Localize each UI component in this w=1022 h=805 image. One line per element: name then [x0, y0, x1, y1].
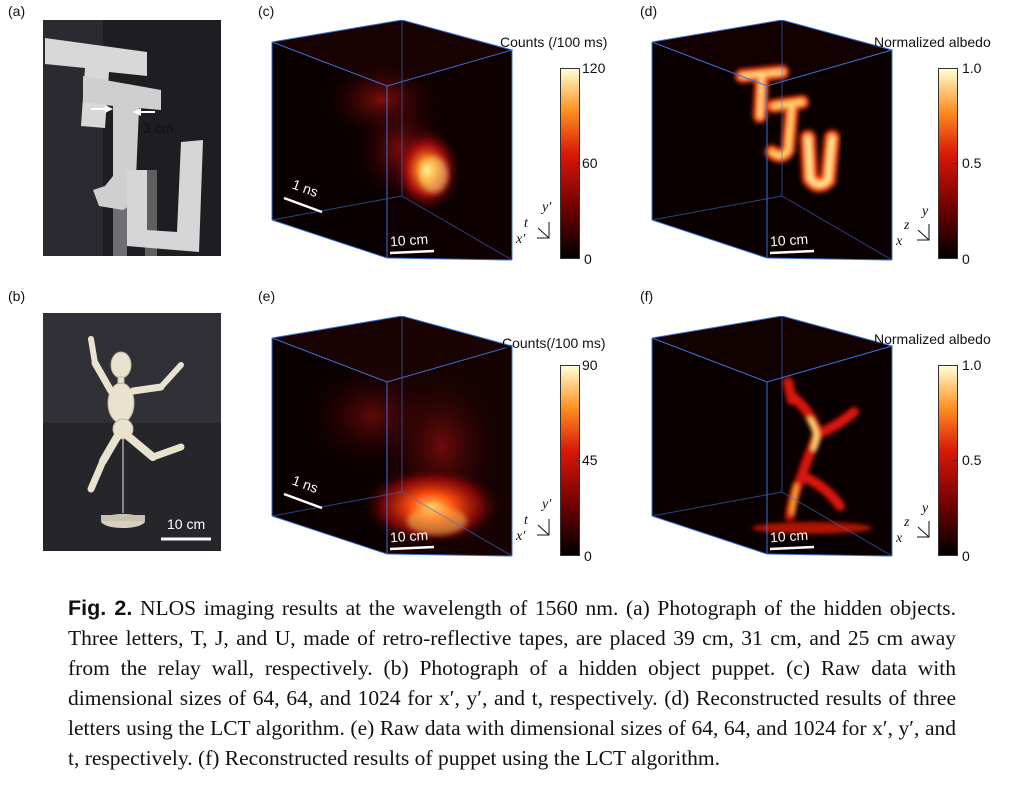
scale-label-b: 10 cm	[167, 516, 206, 532]
photo-puppet: 10 cm	[43, 313, 221, 551]
panel-label-f: (f)	[640, 288, 654, 304]
colorbar-d-max: 1.0	[962, 60, 982, 76]
space-scale-f: 10 cm	[769, 526, 809, 546]
colorbar-c-min: 0	[584, 251, 592, 267]
colorbar-f-max: 1.0	[962, 357, 982, 373]
cube-raw-puppet: 1 ns 10 cm	[262, 316, 562, 566]
colorbar-d-min: 0	[962, 251, 970, 267]
cube-reconstructed-letters: 10 cm	[642, 20, 932, 270]
colorbar-e-min: 0	[584, 548, 592, 564]
colorbar-title-d: Normalized albedo	[874, 34, 991, 50]
axis-triad-f: y z x	[896, 501, 930, 546]
colorbar-title-e: Counts(/100 ms)	[502, 335, 606, 351]
panel-label-e: (e)	[258, 288, 276, 304]
colorbar-d-mid: 0.5	[962, 155, 982, 171]
axis-triad-d: y z x	[896, 204, 930, 249]
space-scale-e: 10 cm	[389, 526, 429, 546]
cube-raw-letters: 1 ns 10 cm	[262, 20, 562, 270]
figure-label: Fig. 2.	[68, 596, 133, 620]
axis-triad-c: y′ t x′	[516, 200, 552, 247]
colorbar-c-max: 120	[582, 60, 606, 76]
photo-tju-letters: 3 cm	[43, 20, 221, 256]
colorbar-c-mid: 60	[582, 155, 598, 171]
colorbar-e-mid: 45	[582, 452, 598, 468]
colorbar-title-c: Counts (/100 ms)	[500, 34, 608, 50]
axis-triad-e: y′ t x′	[516, 497, 552, 544]
caption-text: NLOS imaging results at the wavelength o…	[68, 596, 957, 770]
panel-label-d: (d)	[640, 3, 658, 19]
colorbar-f-mid: 0.5	[962, 452, 982, 468]
colorbar-e-max: 90	[582, 357, 598, 373]
panel-label-b: (b)	[8, 288, 26, 304]
space-scale-c: 10 cm	[389, 230, 429, 250]
figure-caption: Fig. 2. NLOS imaging results at the wave…	[68, 593, 956, 773]
panel-label-c: (c)	[258, 3, 275, 19]
cube-reconstructed-puppet: 10 cm	[642, 316, 932, 566]
colorbar-f-min: 0	[962, 548, 970, 564]
space-scale-d: 10 cm	[769, 230, 809, 250]
annotation-3cm: 3 cm	[143, 120, 174, 136]
colorbar-title-f: Normalized albedo	[874, 331, 991, 347]
panel-label-a: (a)	[8, 3, 26, 19]
